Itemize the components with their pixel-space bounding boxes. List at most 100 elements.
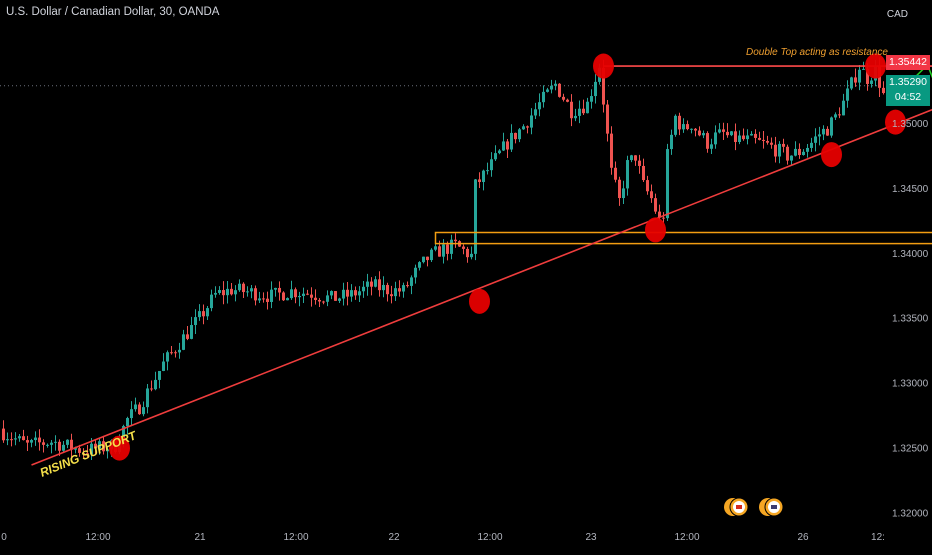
candle-body xyxy=(782,144,785,147)
candle-body xyxy=(206,308,209,316)
candle-body xyxy=(522,126,525,129)
candle-body xyxy=(270,290,273,302)
candle xyxy=(610,126,613,174)
candle-body xyxy=(302,294,305,296)
candle xyxy=(490,152,493,177)
candle xyxy=(442,239,445,263)
candle xyxy=(858,65,861,90)
candle-body xyxy=(18,436,21,438)
candle-body xyxy=(778,144,781,157)
chart-title: U.S. Dollar / Canadian Dollar, 30, OANDA xyxy=(6,6,219,18)
candle-body xyxy=(526,126,529,127)
candle xyxy=(414,265,417,284)
candle xyxy=(406,282,409,288)
candle-body xyxy=(170,352,173,353)
candle xyxy=(398,280,401,296)
candle-body xyxy=(486,170,489,171)
candle-body xyxy=(150,388,153,389)
candle-body xyxy=(42,442,45,445)
candle-body xyxy=(370,282,373,287)
candle-body xyxy=(698,131,701,136)
candle xyxy=(354,286,357,299)
candle xyxy=(810,138,813,152)
candle xyxy=(34,431,37,446)
candle xyxy=(626,156,629,196)
candle-body xyxy=(810,143,813,148)
candle-body xyxy=(222,290,225,295)
candle xyxy=(734,124,737,151)
candle-body xyxy=(394,288,397,296)
candle-body xyxy=(738,136,741,142)
candle-body xyxy=(354,290,357,295)
candle-body xyxy=(590,96,593,102)
candle xyxy=(254,286,257,306)
x-tick-label: 0 xyxy=(1,532,7,543)
candle-body xyxy=(774,145,777,157)
double-top-annotation: Double Top acting as resistance xyxy=(746,47,888,58)
candle xyxy=(242,282,245,298)
candle xyxy=(766,136,769,145)
candle xyxy=(554,80,557,90)
candle-body xyxy=(286,298,289,300)
candle-body xyxy=(10,439,13,440)
candle xyxy=(182,330,185,350)
candle xyxy=(410,275,413,294)
candle xyxy=(190,317,193,339)
y-tick-label: 1.32500 xyxy=(892,444,929,455)
candle-body xyxy=(670,135,673,149)
candle xyxy=(178,343,181,359)
candle xyxy=(66,439,69,448)
candle-body xyxy=(550,86,553,90)
candle xyxy=(674,114,677,136)
candle xyxy=(622,181,625,204)
candle xyxy=(638,155,641,174)
candle-body xyxy=(426,257,429,260)
candle xyxy=(518,128,521,142)
candle-body xyxy=(630,155,633,160)
candle-body xyxy=(446,245,449,254)
current-price-tag: 1.35290 04:52 xyxy=(886,75,930,106)
x-tick-label: 12:00 xyxy=(674,532,699,543)
y-tick-label: 1.34500 xyxy=(892,184,929,195)
candle xyxy=(842,94,845,116)
candle xyxy=(294,287,297,303)
candle xyxy=(262,292,265,302)
candle xyxy=(50,440,53,453)
candle-body xyxy=(766,141,769,143)
candle xyxy=(630,155,633,162)
candle-body xyxy=(862,69,865,70)
candle-body xyxy=(574,116,577,118)
candle-body xyxy=(450,240,453,254)
candle-body xyxy=(542,92,545,102)
candle-body xyxy=(666,149,669,218)
candle xyxy=(758,132,761,141)
candle xyxy=(802,149,805,156)
candle-body xyxy=(706,133,709,149)
candle-body xyxy=(854,77,857,82)
candle xyxy=(290,281,293,300)
candle xyxy=(310,287,313,306)
candle xyxy=(250,285,253,298)
candle-body xyxy=(478,179,481,182)
candle-body xyxy=(46,445,49,446)
candle-body xyxy=(758,138,761,140)
candle-body xyxy=(442,245,445,257)
candle xyxy=(422,257,425,264)
candle-body xyxy=(310,295,313,298)
candle xyxy=(702,131,705,139)
candle-body xyxy=(514,133,517,139)
candle-body xyxy=(134,404,137,409)
candle-body xyxy=(494,153,497,159)
candle-body xyxy=(818,134,821,136)
candle xyxy=(650,184,653,202)
candle-body xyxy=(174,352,177,353)
candle xyxy=(714,125,717,148)
candle xyxy=(578,100,581,123)
candle-body xyxy=(194,317,197,325)
candle-body xyxy=(722,129,725,131)
candle xyxy=(678,113,681,135)
x-tick-label: 22 xyxy=(388,532,400,543)
candle xyxy=(358,286,361,302)
candle-body xyxy=(166,352,169,361)
candle xyxy=(426,256,429,266)
